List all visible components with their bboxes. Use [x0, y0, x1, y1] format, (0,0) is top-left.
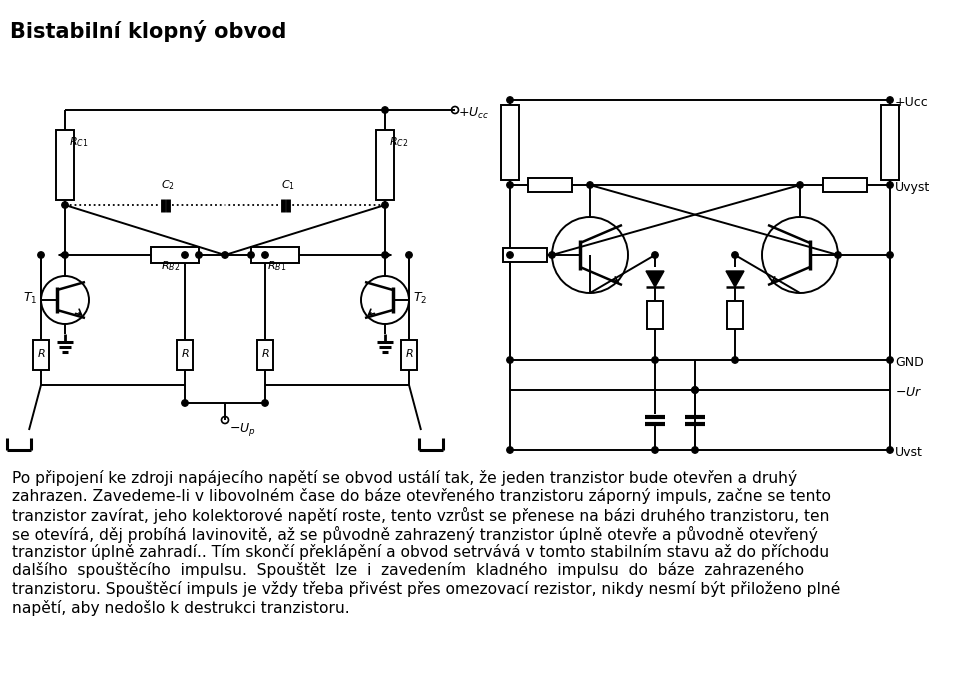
- Text: tranzistoru. Spouštěcí impuls je vždy třeba přivést přes omezovací rezistor, nik: tranzistoru. Spouštěcí impuls je vždy tř…: [12, 581, 840, 597]
- Circle shape: [506, 447, 513, 453]
- Circle shape: [691, 387, 698, 393]
- Text: GND: GND: [895, 356, 924, 369]
- Text: $R$: $R$: [261, 347, 269, 359]
- Circle shape: [262, 400, 269, 406]
- Text: Uvyst: Uvyst: [895, 181, 930, 194]
- Bar: [501, 105, 519, 180]
- Text: $R$: $R$: [37, 347, 46, 359]
- Text: zahrazen. Zavedeme-li v libovolném čase do báze otevřeného tranzistoru záporný i: zahrazen. Zavedeme-li v libovolném čase …: [12, 488, 831, 504]
- Bar: [727, 301, 743, 329]
- Circle shape: [652, 447, 658, 453]
- Circle shape: [506, 182, 513, 188]
- Circle shape: [382, 202, 388, 208]
- Text: $R_{C2}$: $R_{C2}$: [389, 135, 409, 149]
- Circle shape: [732, 356, 738, 363]
- Text: Po připojení ke zdroji napájecího napětí se obvod ustálí tak, že jeden tranzisto: Po připojení ke zdroji napájecího napětí…: [12, 470, 797, 486]
- Text: Uvst: Uvst: [895, 447, 923, 460]
- Text: $C_2$: $C_2$: [161, 178, 175, 191]
- Circle shape: [196, 252, 202, 258]
- Text: $R$: $R$: [181, 347, 190, 359]
- Circle shape: [797, 182, 804, 188]
- Circle shape: [382, 252, 388, 258]
- Text: +Ucc: +Ucc: [895, 96, 928, 109]
- Circle shape: [406, 252, 412, 258]
- Circle shape: [61, 202, 68, 208]
- Circle shape: [887, 182, 893, 188]
- Circle shape: [61, 252, 68, 258]
- Text: $-U_p$: $-U_p$: [229, 421, 256, 438]
- Bar: [177, 340, 193, 370]
- Text: $R$: $R$: [405, 347, 413, 359]
- Circle shape: [887, 356, 893, 363]
- Text: $R_{B2}$: $R_{B2}$: [161, 259, 180, 273]
- Bar: [401, 340, 417, 370]
- Text: se otevírá, děj probíhá lavinovitě, až se původně zahrazený tranzistor úplně ote: se otevírá, děj probíhá lavinovitě, až s…: [12, 526, 818, 543]
- Circle shape: [691, 447, 698, 453]
- Bar: [257, 340, 273, 370]
- Bar: [251, 247, 299, 263]
- Circle shape: [182, 252, 188, 258]
- Bar: [376, 130, 394, 200]
- Bar: [503, 248, 547, 262]
- Circle shape: [247, 252, 254, 258]
- Circle shape: [506, 356, 513, 363]
- Circle shape: [222, 252, 228, 258]
- Text: $T_1$: $T_1$: [23, 291, 37, 306]
- Circle shape: [834, 252, 841, 258]
- Text: tranzistor zavírat, jeho kolektorové napětí roste, tento vzrůst se přenese na bá: tranzistor zavírat, jeho kolektorové nap…: [12, 507, 830, 524]
- Polygon shape: [646, 271, 664, 287]
- Circle shape: [587, 182, 594, 188]
- Bar: [647, 301, 663, 329]
- Circle shape: [382, 107, 388, 113]
- Bar: [33, 340, 49, 370]
- Circle shape: [887, 97, 893, 103]
- Circle shape: [887, 447, 893, 453]
- Circle shape: [691, 387, 698, 393]
- Circle shape: [262, 252, 269, 258]
- Text: Bistabilní klopný obvod: Bistabilní klopný obvod: [10, 20, 287, 42]
- Text: $T_2$: $T_2$: [413, 291, 428, 306]
- Text: $R_{B1}$: $R_{B1}$: [267, 259, 287, 273]
- Circle shape: [182, 400, 188, 406]
- Bar: [151, 247, 199, 263]
- Circle shape: [506, 97, 513, 103]
- Circle shape: [652, 252, 658, 258]
- Bar: [528, 178, 572, 192]
- Text: $C_1$: $C_1$: [281, 178, 295, 191]
- Bar: [881, 105, 899, 180]
- Polygon shape: [726, 271, 744, 287]
- Circle shape: [732, 252, 738, 258]
- Circle shape: [887, 252, 893, 258]
- Bar: [823, 178, 867, 192]
- Bar: [56, 130, 74, 200]
- Circle shape: [549, 252, 555, 258]
- Text: $R_{C1}$: $R_{C1}$: [69, 135, 88, 149]
- Text: napětí, aby nedošlo k destrukci tranzistoru.: napětí, aby nedošlo k destrukci tranzist…: [12, 600, 350, 615]
- Text: dalšího  spouštěcího  impulsu.  Spouštět  lze  i  zavedením  kladného  impulsu  : dalšího spouštěcího impulsu. Spouštět lz…: [12, 562, 805, 579]
- Text: $-Ur$: $-Ur$: [895, 386, 923, 399]
- Text: $+U_{cc}$: $+U_{cc}$: [458, 105, 489, 121]
- Circle shape: [37, 252, 44, 258]
- Circle shape: [506, 252, 513, 258]
- Circle shape: [652, 356, 658, 363]
- Text: tranzistor úplně zahradí.. Tím skončí překlápění a obvod setrvává v tomto stabil: tranzistor úplně zahradí.. Tím skončí př…: [12, 544, 830, 560]
